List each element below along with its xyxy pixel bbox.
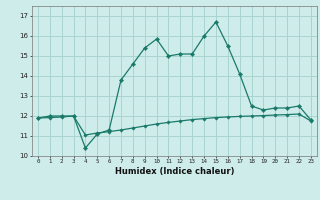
X-axis label: Humidex (Indice chaleur): Humidex (Indice chaleur) <box>115 167 234 176</box>
